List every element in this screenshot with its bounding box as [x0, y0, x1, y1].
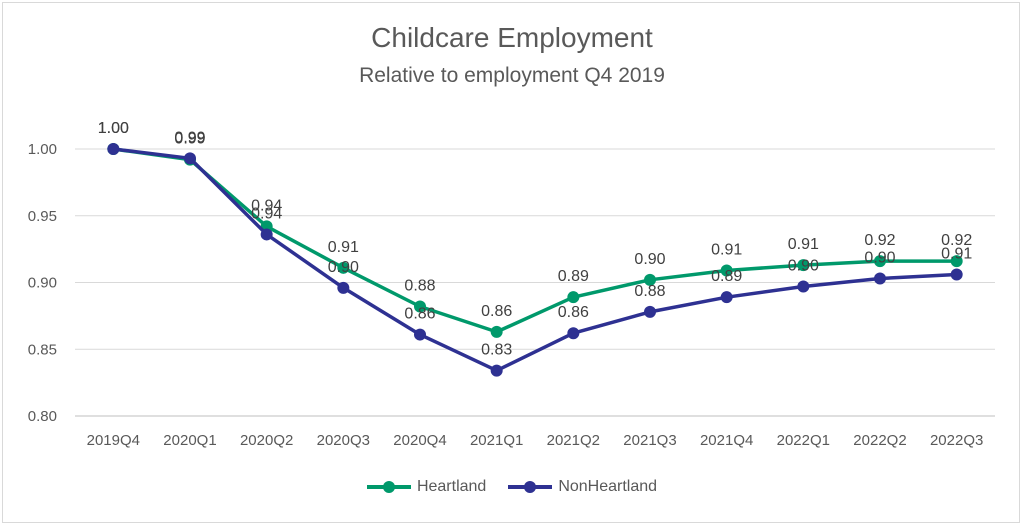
legend-label-heartland: Heartland [416, 478, 487, 495]
data-point-nonheartland [567, 327, 580, 340]
data-label-nonheartland: 0.86 [558, 304, 589, 321]
legend-item-heartland: Heartland [366, 478, 487, 496]
x-tick-label: 2022Q3 [930, 432, 983, 449]
data-label-heartland: 0.94 [251, 197, 282, 214]
y-tick-label: 0.80 [28, 408, 57, 425]
x-tick-label: 2020Q3 [317, 432, 370, 449]
y-tick-label: 0.85 [28, 341, 57, 358]
data-label-heartland: 0.86 [481, 303, 512, 320]
data-label-nonheartland: 0.94 [251, 205, 282, 222]
x-tick-label: 2020Q4 [393, 432, 446, 449]
data-point-nonheartland [797, 280, 810, 293]
data-point-nonheartland [950, 268, 963, 281]
legend-label-nonheartland: NonHeartland [558, 478, 658, 495]
data-point-nonheartland [644, 305, 656, 318]
data-point-nonheartland [184, 152, 196, 165]
x-tick-label: 2022Q2 [853, 432, 906, 449]
data-point-nonheartland [720, 291, 733, 304]
data-point-nonheartland [107, 143, 120, 155]
data-label-nonheartland: 0.89 [711, 268, 742, 285]
data-label-heartland: 0.92 [864, 232, 895, 249]
data-point-heartland [490, 325, 503, 338]
data-label-nonheartland: 0.90 [328, 259, 359, 276]
chart-subtitle: Relative to employment Q4 2019 [359, 64, 665, 87]
x-tick-label: 2021Q1 [470, 432, 523, 449]
data-label-heartland: 0.91 [711, 241, 742, 258]
x-tick-label: 2021Q3 [623, 432, 676, 449]
series-line-nonheartland [113, 147, 957, 373]
x-tick-label: 2022Q1 [777, 432, 830, 449]
data-label-heartland: 0.91 [788, 236, 819, 253]
legend-swatch-heartland [366, 481, 411, 493]
x-tick-label: 2020Q1 [163, 432, 216, 449]
y-tick-label: 0.95 [28, 208, 57, 225]
data-label-nonheartland: 0.91 [941, 245, 972, 262]
data-point-heartland [797, 259, 810, 272]
data-label-heartland: 0.92 [941, 232, 972, 249]
legend: Heartland NonHeartland [0, 478, 1024, 496]
data-label-nonheartland: 1.00 [98, 120, 129, 137]
data-point-nonheartland [874, 272, 886, 285]
x-tick-label: 2021Q2 [547, 432, 600, 449]
data-point-heartland [337, 261, 350, 274]
y-tick-label: 0.90 [28, 275, 57, 292]
chart-title: Childcare Employment [371, 22, 653, 53]
data-point-heartland [567, 291, 580, 304]
legend-item-nonheartland: NonHeartland [508, 478, 657, 496]
data-label-nonheartland: 0.86 [404, 306, 435, 323]
data-label-heartland: 1.00 [98, 120, 129, 137]
data-point-nonheartland [337, 281, 350, 294]
data-point-heartland [950, 255, 963, 268]
data-label-heartland: 0.99 [174, 131, 205, 148]
x-tick-label: 2021Q4 [700, 432, 753, 449]
data-label-heartland: 0.88 [404, 278, 435, 295]
y-tick-label: 1.00 [28, 141, 57, 158]
data-point-heartland [414, 300, 426, 313]
data-label-nonheartland: 0.88 [634, 283, 665, 300]
data-label-heartland: 0.90 [634, 251, 665, 268]
data-label-heartland: 0.91 [328, 239, 359, 256]
data-point-nonheartland [490, 364, 503, 377]
x-tick-label: 2019Q4 [87, 432, 140, 449]
data-point-heartland [874, 255, 886, 268]
series-line-heartland [113, 147, 957, 334]
data-label-nonheartland: 0.90 [864, 249, 895, 266]
data-label-heartland: 0.89 [558, 268, 589, 285]
data-point-heartland [720, 264, 733, 277]
data-point-nonheartland [260, 228, 273, 241]
data-label-nonheartland: 0.83 [481, 342, 512, 359]
x-tick-label: 2020Q2 [240, 432, 293, 449]
data-label-nonheartland: 0.90 [788, 258, 819, 275]
data-point-nonheartland [414, 328, 426, 341]
data-label-nonheartland: 0.99 [174, 129, 205, 146]
legend-swatch-nonheartland [508, 481, 553, 493]
data-point-heartland [644, 273, 656, 286]
